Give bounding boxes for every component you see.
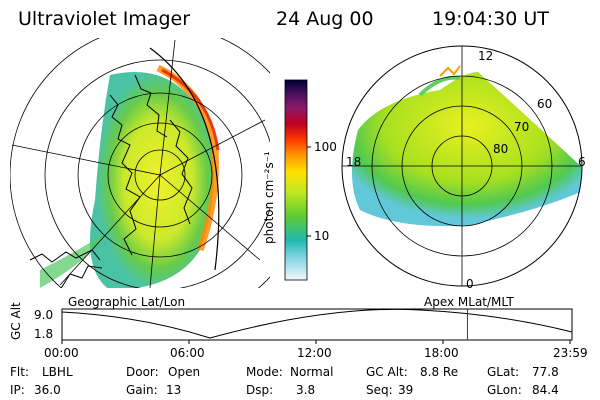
status-flt-value: LBHL: [42, 365, 73, 379]
status-mode-label: Mode:: [246, 365, 283, 379]
timeline-x-tick-2: 12:00: [297, 346, 332, 360]
instrument-title: Ultraviolet Imager: [18, 8, 191, 30]
status-dsp-label: Dsp:: [246, 383, 274, 397]
timeline-x-tick-1: 06:00: [170, 346, 205, 360]
colorbar-tick-10: 10: [314, 229, 330, 243]
lat-label-60: 60: [537, 97, 553, 111]
status-door-label: Door:: [126, 365, 159, 379]
status-seq-label: Seq:: [366, 383, 393, 397]
timeline-y-tick-bottom: 1.8: [34, 327, 54, 341]
lat-label-80: 80: [493, 142, 509, 156]
status-ip-value: 36.0: [34, 383, 61, 397]
status-ip-label: IP:: [10, 383, 25, 397]
status-glon-value: 84.4: [532, 383, 559, 397]
right-panel-caption: Apex MLat/MLT: [424, 295, 514, 309]
image-time: 19:04:30 UT: [432, 8, 549, 30]
polar-plot: [341, 45, 583, 287]
status-glon-label: GLon:: [487, 383, 522, 397]
timeline-x-tick-0: 00:00: [44, 346, 79, 360]
left-panel-caption: Geographic Lat/Lon: [68, 295, 186, 309]
status-gain-value: 13: [166, 383, 182, 397]
timeline-x-tick-3: 18:00: [424, 346, 459, 360]
mlt-label-0: 0: [466, 277, 474, 291]
colorbar-tick-100: 100: [314, 140, 337, 154]
image-date: 24 Aug 00: [276, 8, 374, 30]
timeline-y-tick-top: 9.0: [34, 308, 54, 322]
colorbar-unit: photon cm⁻²s⁻¹: [262, 151, 276, 244]
status-gcalt-label: GC Alt:: [366, 365, 408, 379]
lat-label-70: 70: [514, 120, 530, 134]
timeline-plot: [61, 308, 573, 344]
status-glat-label: GLat:: [487, 365, 520, 379]
timeline-x-tick-4: 23:59: [553, 346, 588, 360]
geographic-map: [10, 38, 270, 288]
status-gain-label: Gain:: [126, 383, 158, 397]
colorbar: [284, 79, 308, 281]
mlt-label-6: 6: [578, 155, 586, 169]
status-gcalt-value: 8.8 Re: [420, 365, 459, 379]
mlt-label-12: 12: [478, 49, 494, 63]
status-dsp-value: 3.8: [296, 383, 316, 397]
mlt-label-18: 18: [346, 155, 362, 169]
status-mode-value: Normal: [290, 365, 334, 379]
status-flt-label: Flt:: [10, 365, 29, 379]
status-door-value: Open: [168, 365, 201, 379]
status-glat-value: 77.8: [532, 365, 559, 379]
status-seq-value: 39: [398, 383, 414, 397]
timeline-y-label: GC Alt: [9, 302, 23, 340]
